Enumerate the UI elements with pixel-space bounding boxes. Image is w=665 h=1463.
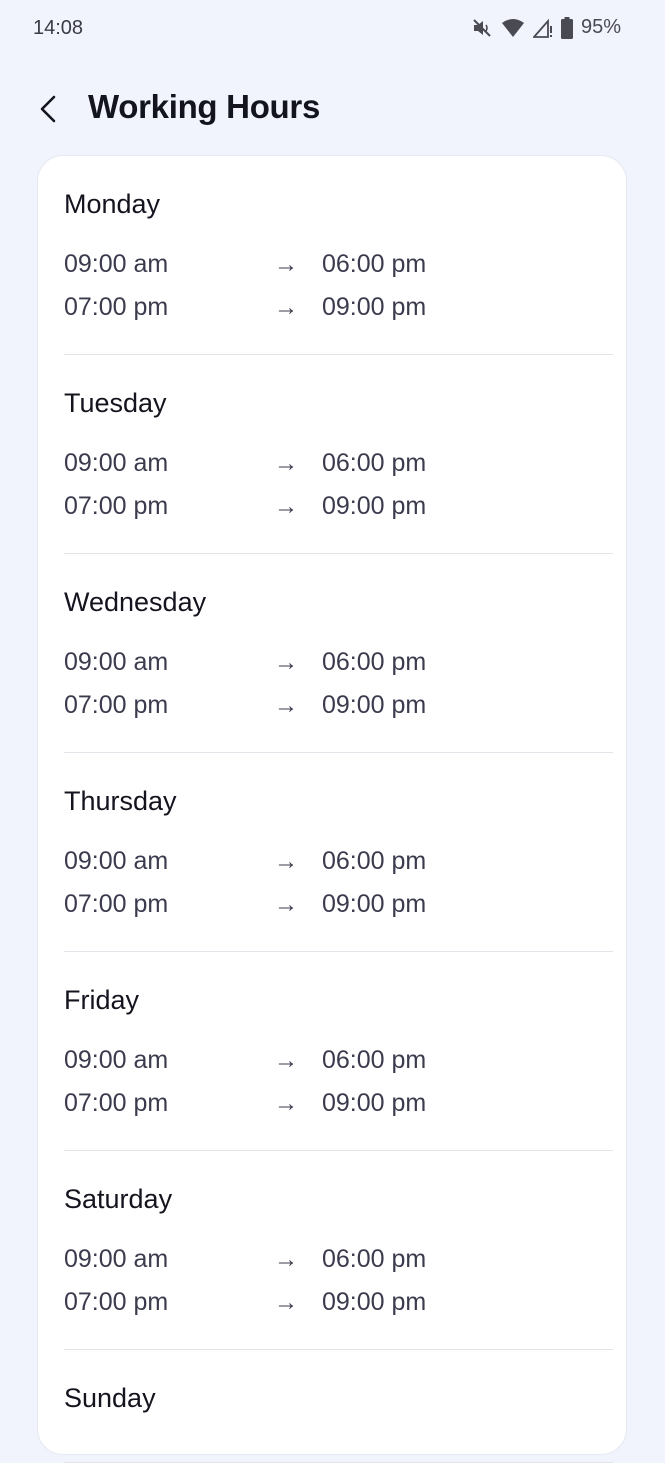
- time-slot: 09:00 am → 06:00 pm: [64, 442, 613, 485]
- day-name: Friday: [64, 985, 140, 1015]
- time-slot: 07:00 pm → 09:00 pm: [64, 684, 613, 727]
- end-time: 06:00 pm: [322, 648, 427, 676]
- start-time: 07:00 pm: [64, 691, 169, 719]
- arrow-right-icon: →: [274, 692, 298, 719]
- day-section-wednesday: Wednesday 09:00 am → 06:00 pm 07:00 pm → 09:00…: [64, 554, 613, 753]
- day-name: Tuesday: [64, 388, 167, 418]
- end-time: 09:00 pm: [322, 492, 427, 520]
- end-time: 06:00 pm: [322, 1046, 427, 1074]
- mute-icon: [473, 18, 491, 37]
- clock: 14:08: [33, 17, 84, 39]
- wifi-icon: [501, 18, 524, 37]
- status-bar: 14:08 95%: [0, 0, 665, 58]
- arrow-right-icon: →: [274, 1289, 298, 1316]
- working-hours-card: Monday 09:00 am → 06:00 pm 07:00 pm → 09:00 pm…: [37, 155, 627, 1463]
- page-title: Working Hours: [88, 88, 320, 125]
- time-slot: 07:00 pm → 09:00 pm: [64, 883, 613, 926]
- time-slot: 09:00 am → 06:00 pm: [64, 840, 613, 883]
- start-time: 07:00 pm: [64, 293, 169, 321]
- start-time: 07:00 pm: [64, 890, 169, 918]
- day-section-tuesday: Tuesday 09:00 am → 06:00 pm 07:00 pm → 09:00 p…: [64, 355, 613, 554]
- arrow-right-icon: →: [274, 1090, 298, 1117]
- start-time: 09:00 am: [64, 1046, 169, 1074]
- day-name: Monday: [64, 189, 161, 219]
- arrow-right-icon: →: [274, 649, 298, 676]
- time-slot: 07:00 pm → 09:00 pm: [64, 485, 613, 528]
- chevron-left-icon[interactable]: [34, 91, 64, 127]
- start-time: 09:00 am: [64, 1245, 169, 1273]
- day-name: Thursday: [64, 786, 177, 816]
- arrow-right-icon: →: [274, 450, 298, 477]
- battery-percent: 95%: [580, 16, 621, 38]
- arrow-right-icon: →: [274, 1246, 298, 1273]
- battery-icon: [560, 16, 573, 39]
- time-slot: 09:00 am → 06:00 pm: [64, 641, 613, 684]
- end-time: 09:00 pm: [322, 1089, 427, 1117]
- arrow-right-icon: →: [274, 1047, 298, 1074]
- start-time: 09:00 am: [64, 648, 169, 676]
- end-time: 06:00 pm: [322, 449, 427, 477]
- start-time: 09:00 am: [64, 847, 169, 875]
- arrow-right-icon: →: [274, 294, 298, 321]
- day-section-saturday: Saturday 09:00 am → 06:00 pm 07:00 pm → 09:00 …: [64, 1151, 613, 1350]
- time-slot: 09:00 am → 06:00 pm: [64, 1039, 613, 1082]
- start-time: 07:00 pm: [64, 492, 169, 520]
- end-time: 09:00 pm: [322, 1288, 427, 1316]
- arrow-right-icon: →: [274, 251, 298, 278]
- start-time: 07:00 pm: [64, 1089, 169, 1117]
- end-time: 09:00 pm: [322, 890, 427, 918]
- end-time: 09:00 pm: [322, 691, 427, 719]
- time-slot: 07:00 pm → 09:00 pm: [64, 1281, 613, 1324]
- arrow-right-icon: →: [274, 493, 298, 520]
- day-section-monday: Monday 09:00 am → 06:00 pm 07:00 pm → 09:00 pm: [64, 156, 613, 355]
- time-slot: 09:00 am → 06:00 pm: [64, 243, 613, 286]
- arrow-right-icon: →: [274, 848, 298, 875]
- day-name: Sunday: [64, 1383, 156, 1413]
- start-time: 09:00 am: [64, 250, 169, 278]
- start-time: 09:00 am: [64, 449, 169, 477]
- day-section-friday: Friday 09:00 am → 06:00 pm 07:00 pm → 09:00 pm: [64, 952, 613, 1151]
- signal-icon: [532, 18, 552, 38]
- time-slot: 07:00 pm → 09:00 pm: [64, 1082, 613, 1125]
- time-slot: 09:00 am → 06:00 pm: [64, 1238, 613, 1281]
- day-name: Wednesday: [64, 587, 207, 617]
- end-time: 06:00 pm: [322, 1245, 427, 1273]
- end-time: 09:00 pm: [322, 293, 427, 321]
- day-section-thursday: Thursday 09:00 am → 06:00 pm 07:00 pm → 09:00 …: [64, 753, 613, 952]
- day-section-sunday: Sunday: [64, 1350, 613, 1463]
- arrow-right-icon: →: [274, 891, 298, 918]
- time-slot: 07:00 pm → 09:00 pm: [64, 286, 613, 329]
- start-time: 07:00 pm: [64, 1288, 169, 1316]
- day-name: Saturday: [64, 1184, 173, 1214]
- end-time: 06:00 pm: [322, 847, 427, 875]
- end-time: 06:00 pm: [322, 250, 427, 278]
- header: Working Hours: [0, 84, 665, 134]
